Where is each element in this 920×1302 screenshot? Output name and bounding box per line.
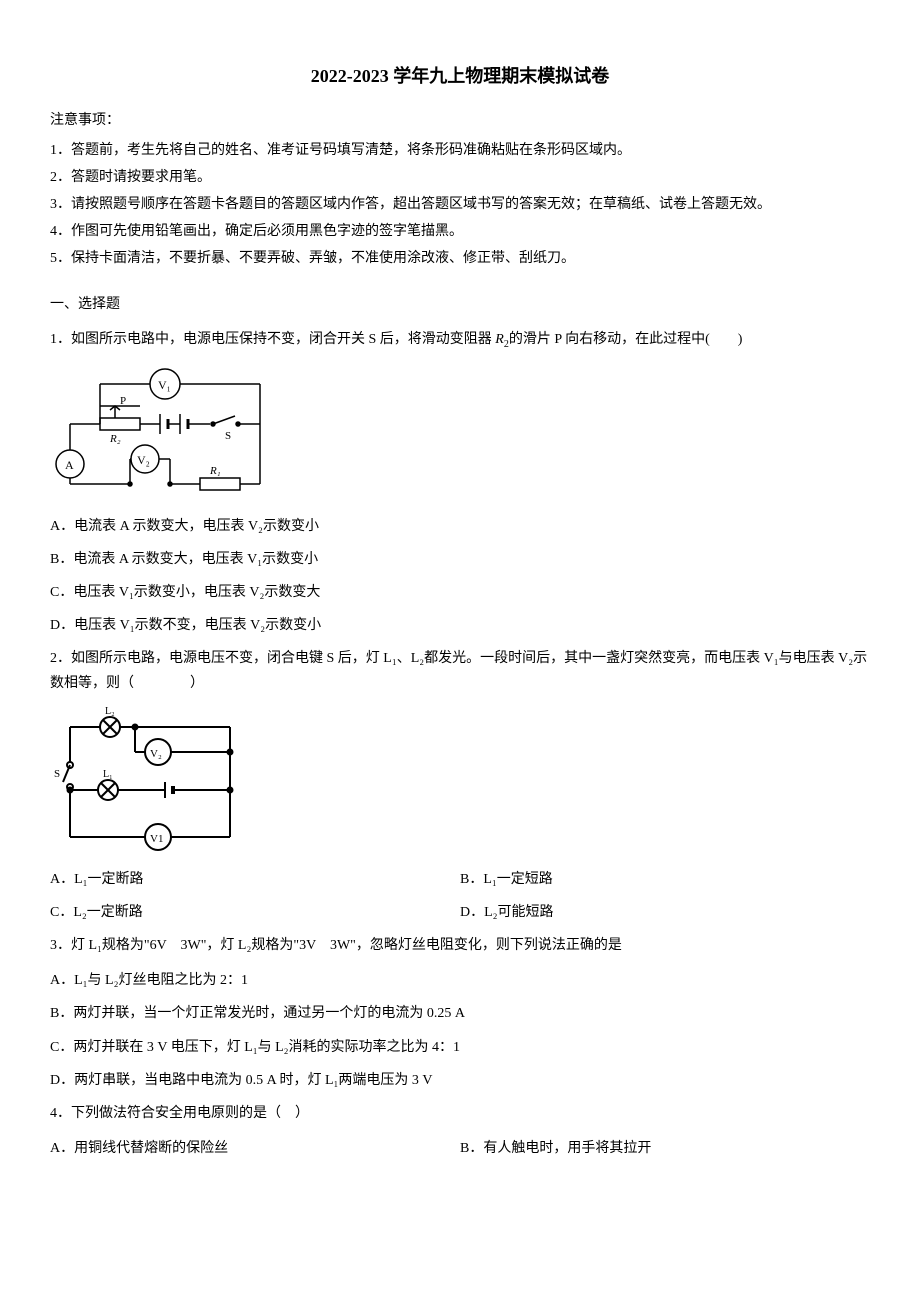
svg-text:V₁: V₁ <box>158 378 171 392</box>
svg-text:L₁: L₁ <box>103 769 113 780</box>
question-2-text: 2．如图所示电路，电源电压不变，闭合电键 S 后，灯 L₁、L₂都发光。一段时间… <box>50 646 870 696</box>
q3-option-a: A．L₁与 L₂灯丝电阻之比为 2：1 <box>50 968 870 993</box>
svg-text:S: S <box>54 768 60 780</box>
svg-text:V1: V1 <box>150 833 163 845</box>
q1-option-c: C．电压表 V₁示数变小，电压表 V₂示数变大 <box>50 580 870 605</box>
q3-option-c: C．两灯并联在 3 V 电压下，灯 L₁与 L₂消耗的实际功率之比为 4：1 <box>50 1035 870 1060</box>
q4-option-b: B．有人触电时，用手将其拉开 <box>460 1136 870 1161</box>
q1-option-b: B．电流表 A 示数变大，电压表 V₁示数变小 <box>50 547 870 572</box>
svg-text:L₂: L₂ <box>105 707 115 717</box>
circuit-diagram-1: P R₂ S V₁ A <box>50 364 870 504</box>
q3-option-d: D．两灯串联，当电路中电流为 0.5 A 时，灯 L₁两端电压为 3 V <box>50 1068 870 1093</box>
notice-item-5: 5．保持卡面清洁，不要折暴、不要弄破、弄皱，不准使用涂改液、修正带、刮纸刀。 <box>50 246 870 271</box>
q3-option-b: B．两灯并联，当一个灯正常发光时，通过另一个灯的电流为 0.25 A <box>50 1001 870 1026</box>
q1-option-a: A．电流表 A 示数变大，电压表 V₂示数变小 <box>50 514 870 539</box>
q1-suffix: 的滑片 P 向右移动，在此过程中( ) <box>509 332 743 347</box>
svg-text:P: P <box>120 395 126 407</box>
notice-item-1: 1．答题前，考生先将自己的姓名、准考证号码填写清楚，将条形码准确粘贴在条形码区域… <box>50 138 870 163</box>
exam-title: 2022-2023 学年九上物理期末模拟试卷 <box>50 60 870 92</box>
circuit-diagram-2: S L₂ L₁ <box>50 707 870 857</box>
svg-text:S: S <box>225 430 231 442</box>
q4-option-a: A．用铜线代替熔断的保险丝 <box>50 1136 460 1161</box>
section-1-header: 一、选择题 <box>50 292 870 317</box>
notice-header: 注意事项： <box>50 108 870 133</box>
notice-item-3: 3．请按照题号顺序在答题卡各题目的答题区域内作答，超出答题区域书写的答案无效；在… <box>50 192 870 217</box>
notice-item-4: 4．作图可先使用铅笔画出，确定后必须用黑色字迹的签字笔描黑。 <box>50 219 870 244</box>
q2-option-b: B．L₁一定短路 <box>460 867 870 892</box>
svg-text:V₂: V₂ <box>137 453 150 467</box>
notice-item-2: 2．答题时请按要求用笔。 <box>50 165 870 190</box>
svg-text:V₂: V₂ <box>150 748 162 760</box>
q1-option-d: D．电压表 V₁示数不变，电压表 V₂示数变小 <box>50 613 870 638</box>
svg-text:R₂: R₂ <box>109 433 121 445</box>
q1-prefix: 1．如图所示电路中，电源电压保持不变，闭合开关 S 后，将滑动变阻器 <box>50 332 495 347</box>
question-3-text: 3．灯 L₁规格为"6V 3W"，灯 L₂规格为"3V 3W"，忽略灯丝电阻变化… <box>50 933 870 958</box>
q2-option-c: C．L₂一定断路 <box>50 900 460 925</box>
q1-r2: R <box>495 332 504 347</box>
svg-text:A: A <box>65 458 74 472</box>
svg-text:R₁: R₁ <box>209 465 221 477</box>
q2-option-d: D．L₂可能短路 <box>460 900 870 925</box>
q2-option-a: A．L₁一定断路 <box>50 867 460 892</box>
question-4-text: 4．下列做法符合安全用电原则的是（ ） <box>50 1101 870 1126</box>
question-1-text: 1．如图所示电路中，电源电压保持不变，闭合开关 S 后，将滑动变阻器 R2的滑片… <box>50 327 870 354</box>
